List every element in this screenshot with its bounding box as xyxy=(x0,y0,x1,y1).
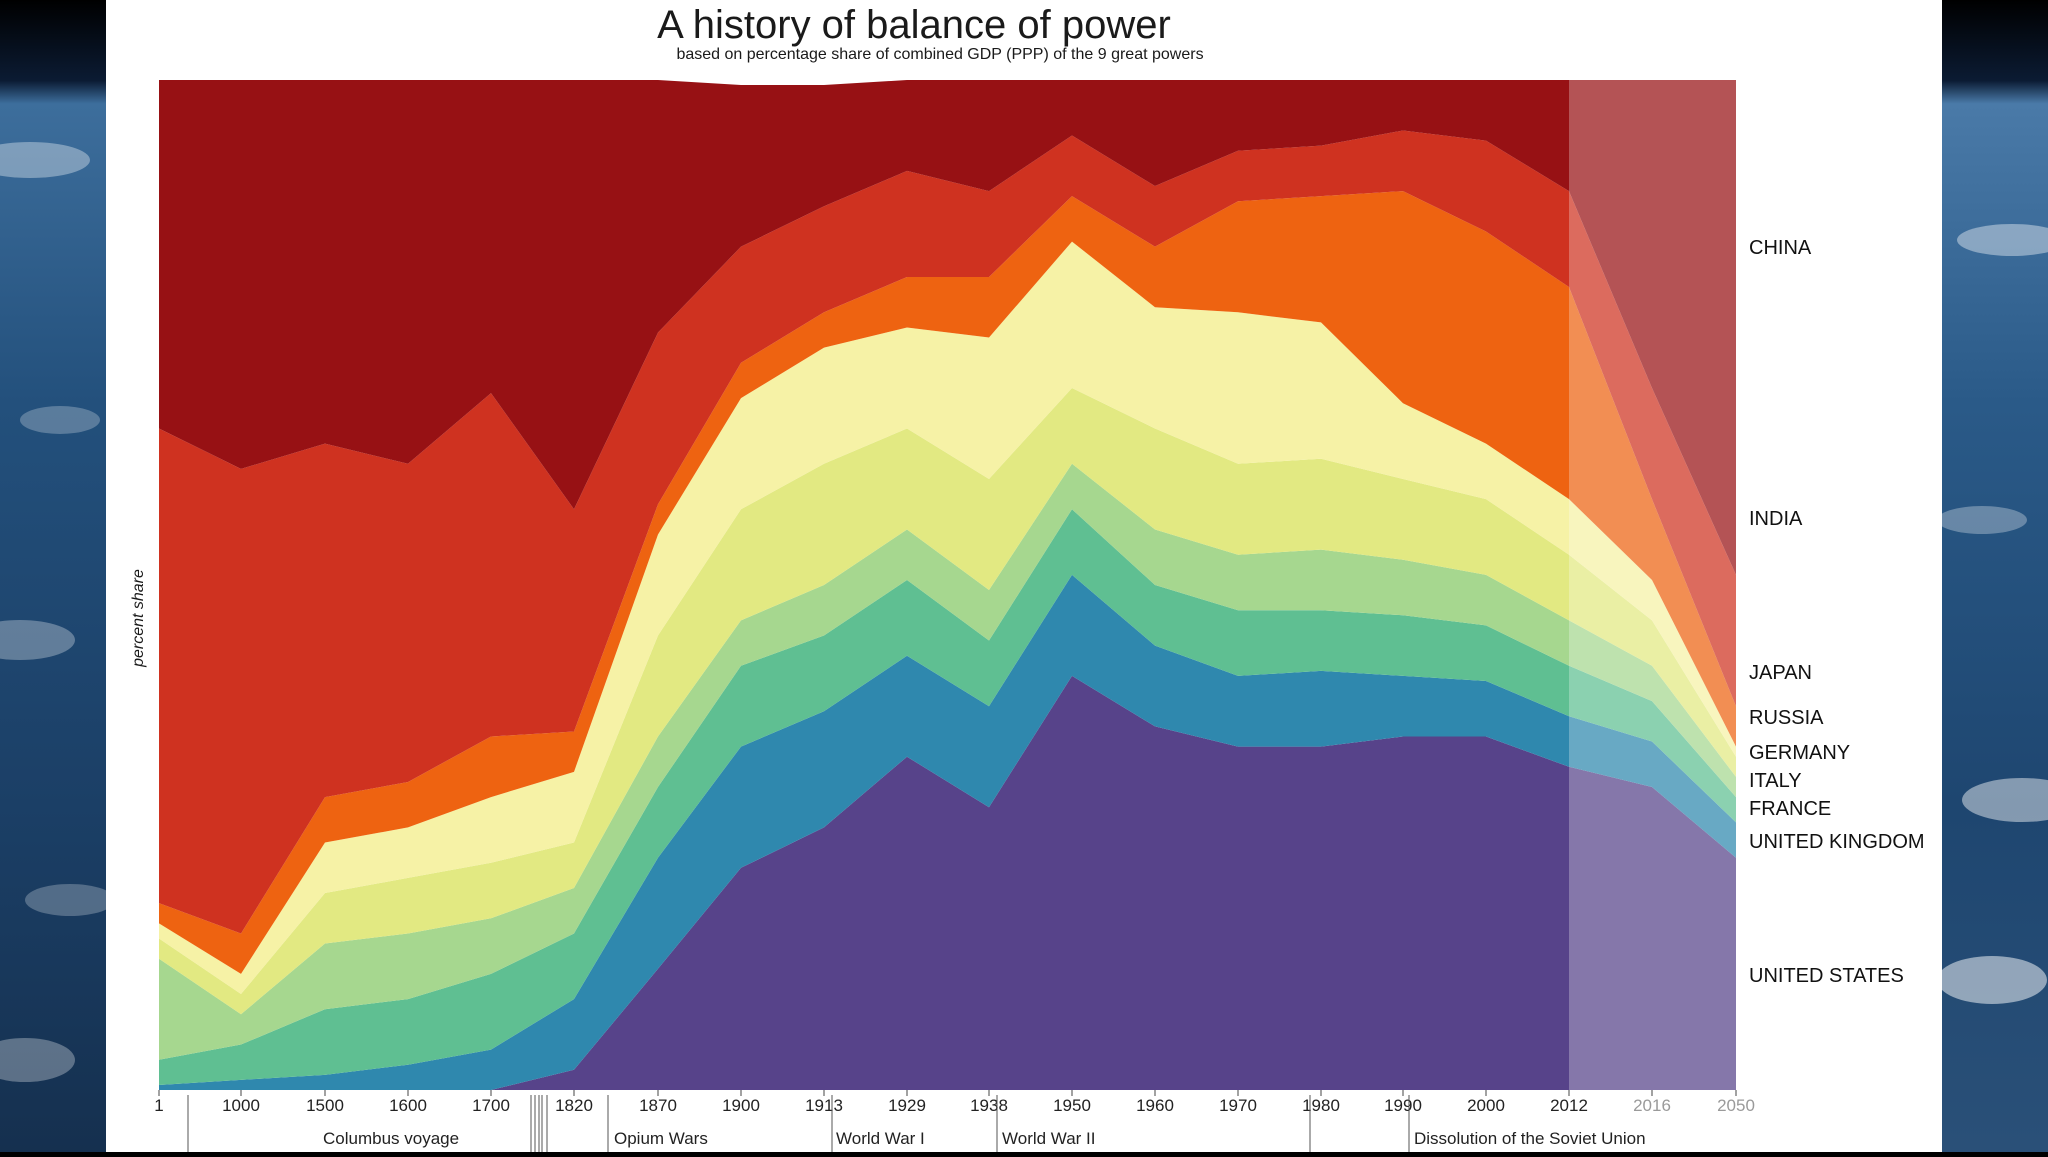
x-tick-label: 1938 xyxy=(970,1096,1008,1115)
earth-background-left xyxy=(0,0,115,1152)
x-tick-label: 2050 xyxy=(1717,1096,1755,1115)
area-japan xyxy=(159,191,1736,974)
chart-title: A history of balance of power xyxy=(657,3,1171,47)
chart-slide: A history of balance of power based on p… xyxy=(106,0,1942,1152)
area-united-kingdom xyxy=(159,574,1736,1090)
x-tick-label: 1900 xyxy=(722,1096,760,1115)
event-timeline: Columbus voyage Opium Wars World War I Worl… xyxy=(187,1095,1646,1152)
x-tick-label: 1500 xyxy=(306,1096,344,1115)
x-tick-label: 1600 xyxy=(389,1096,427,1115)
chart-subtitle: based on percentage share of combined GD… xyxy=(676,46,1203,63)
event-label-columbus-voyage: Columbus voyage xyxy=(323,1129,459,1148)
y-axis-label: percent share xyxy=(130,569,147,668)
area-germany xyxy=(159,388,1736,1015)
series-labels: UNITED STATES UNITED KINGDOM FRANCE ITALY GE… xyxy=(1749,237,1925,987)
series-label-united-states: UNITED STATES xyxy=(1749,965,1904,987)
series-label-united-kingdom: UNITED KINGDOM xyxy=(1749,831,1925,853)
x-tick-label: 1970 xyxy=(1219,1096,1257,1115)
series-label-china: CHINA xyxy=(1749,237,1812,259)
x-tick-label: 1913 xyxy=(805,1096,843,1115)
series-label-germany: GERMANY xyxy=(1749,742,1850,764)
area-russia xyxy=(159,241,1736,995)
area-united-states xyxy=(159,675,1736,1090)
x-tick-label: 1950 xyxy=(1053,1096,1091,1115)
series-label-france: FRANCE xyxy=(1749,798,1831,820)
x-tick-label: 2000 xyxy=(1467,1096,1505,1115)
stacked-areas xyxy=(159,80,1736,1090)
series-label-india: INDIA xyxy=(1749,508,1803,530)
x-tick-label: 1980 xyxy=(1302,1096,1340,1115)
x-tick-label: 1870 xyxy=(639,1096,677,1115)
area-france xyxy=(159,509,1736,1085)
balance-of-power-chart: A history of balance of power based on p… xyxy=(130,3,1925,1152)
area-india xyxy=(159,130,1736,934)
x-tick-label: 1700 xyxy=(472,1096,510,1115)
event-label-opium-wars: Opium Wars xyxy=(614,1129,708,1148)
event-label-world-war-i: World War I xyxy=(836,1129,925,1148)
x-tick-label: 1990 xyxy=(1384,1096,1422,1115)
earth-background-right xyxy=(1937,0,2048,1152)
area-italy xyxy=(159,463,1736,1060)
event-label-world-war-ii: World War II xyxy=(1002,1129,1096,1148)
x-tick-label: 1960 xyxy=(1136,1096,1174,1115)
area-china xyxy=(159,80,1736,575)
x-tick-label: 1929 xyxy=(888,1096,926,1115)
x-tick-label: 1000 xyxy=(222,1096,260,1115)
event-label-dissolution-of-the-soviet-union: Dissolution of the Soviet Union xyxy=(1414,1129,1646,1148)
x-tick-label: 1820 xyxy=(555,1096,593,1115)
projection-overlay xyxy=(1569,80,1736,1090)
series-label-italy: ITALY xyxy=(1749,770,1802,792)
x-axis: 1 1000 1500 1600 1700 1820 1870 1900 1913 1929 193… xyxy=(154,1090,1755,1115)
x-tick-label: 1 xyxy=(154,1096,163,1115)
series-label-russia: RUSSIA xyxy=(1749,707,1824,729)
x-tick-label: 2012 xyxy=(1550,1096,1588,1115)
series-label-japan: JAPAN xyxy=(1749,662,1812,684)
x-tick-label: 2016 xyxy=(1633,1096,1671,1115)
